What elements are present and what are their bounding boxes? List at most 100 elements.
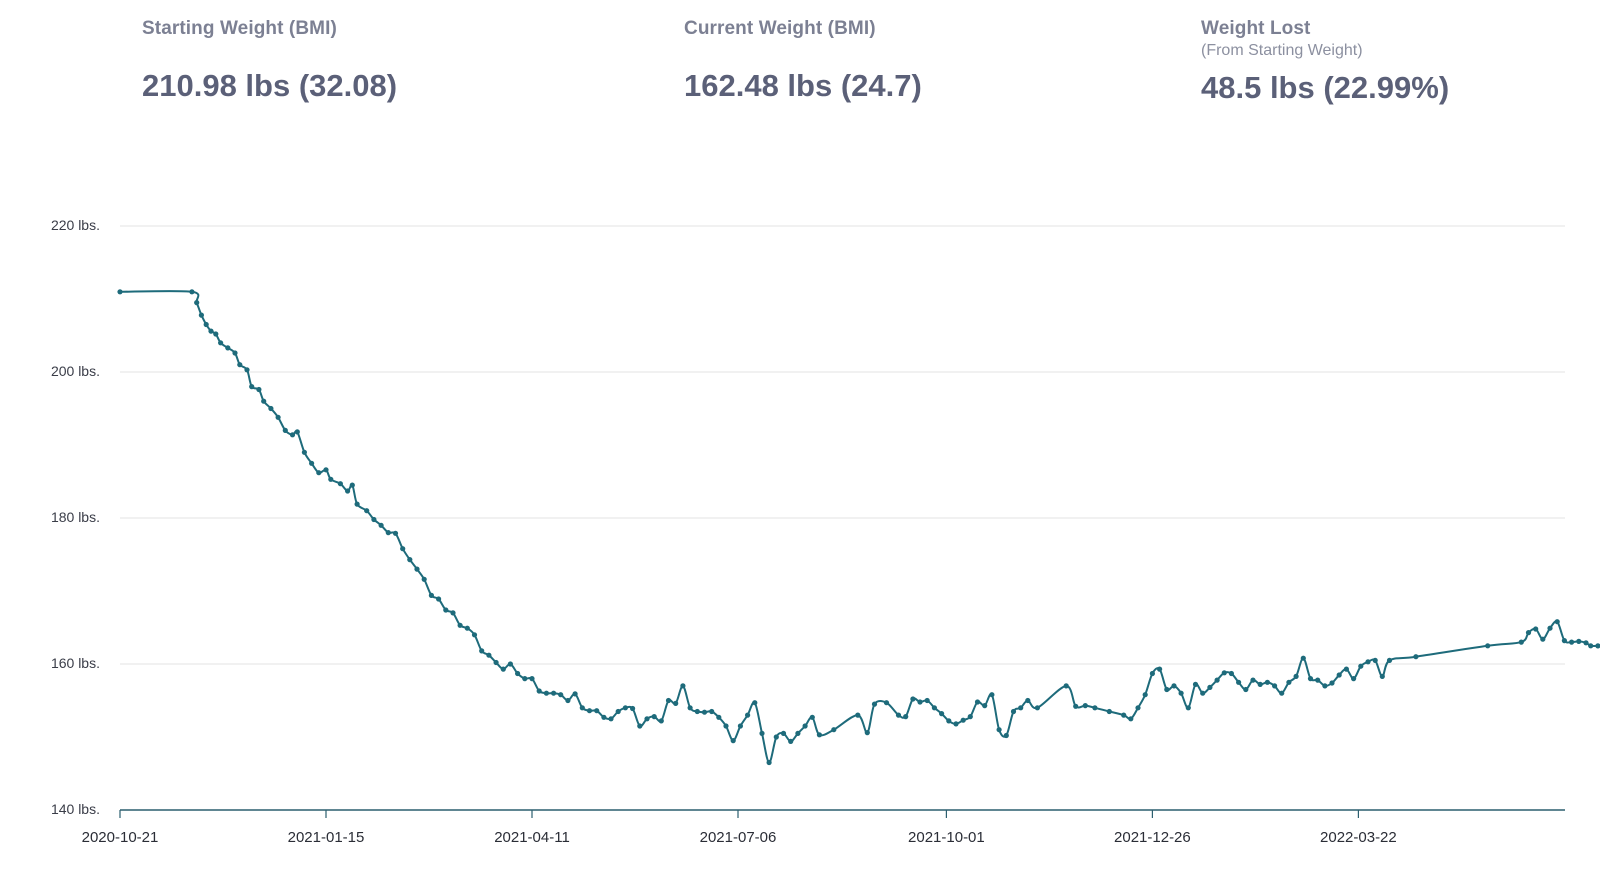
weight-point[interactable] [328, 476, 334, 482]
weight-point[interactable] [443, 607, 449, 613]
weight-point[interactable] [364, 508, 370, 514]
weight-point[interactable] [788, 738, 794, 745]
weight-point[interactable] [1106, 708, 1112, 715]
weight-point[interactable] [1343, 666, 1349, 672]
weight-point[interactable] [316, 470, 322, 476]
weight-point[interactable] [500, 666, 506, 672]
weight-point[interactable] [1221, 670, 1227, 676]
weight-point[interactable] [1322, 683, 1328, 689]
weight-point[interactable] [249, 384, 255, 390]
weight-point[interactable] [1063, 683, 1069, 689]
weight-point[interactable] [529, 676, 535, 682]
weight-point[interactable] [651, 714, 657, 720]
weight-point[interactable] [354, 501, 360, 507]
weight-point[interactable] [392, 530, 399, 536]
weight-point[interactable] [289, 432, 296, 438]
weight-point[interactable] [282, 427, 288, 433]
weight-point[interactable] [1200, 690, 1206, 696]
weight-point[interactable] [244, 367, 250, 373]
weight-point[interactable] [701, 709, 708, 715]
weight-point[interactable] [385, 530, 391, 536]
weight-point[interactable] [436, 596, 442, 602]
weight-point[interactable] [946, 718, 952, 724]
weight-point[interactable] [622, 705, 629, 711]
weight-point[interactable] [960, 717, 966, 723]
weight-point[interactable] [1336, 672, 1342, 678]
weight-point[interactable] [1286, 679, 1292, 685]
weight-point[interactable] [1583, 640, 1589, 646]
weight-point[interactable] [349, 482, 355, 488]
weight-point[interactable] [268, 405, 274, 412]
weight-point[interactable] [421, 576, 427, 582]
weight-point[interactable] [637, 723, 643, 729]
weight-point[interactable] [1157, 666, 1163, 672]
weight-point[interactable] [864, 730, 870, 736]
weight-point[interactable] [275, 414, 281, 420]
weight-point[interactable] [1178, 690, 1184, 696]
weight-point[interactable] [378, 522, 384, 528]
weight-point[interactable] [802, 723, 808, 729]
weight-point[interactable] [737, 723, 744, 729]
weight-point[interactable] [1485, 643, 1491, 649]
weight-point[interactable] [1214, 677, 1220, 683]
weight-point[interactable] [680, 683, 686, 689]
weight-point[interactable] [1003, 732, 1009, 739]
weight-point[interactable] [1073, 703, 1079, 709]
weight-point[interactable] [1329, 680, 1335, 686]
weight-point[interactable] [1121, 712, 1127, 718]
weight-point[interactable] [953, 721, 959, 727]
weight-point[interactable] [457, 622, 463, 628]
weight-point[interactable] [601, 714, 607, 720]
weight-point[interactable] [608, 716, 614, 722]
weight-point[interactable] [665, 697, 672, 704]
weight-point[interactable] [337, 481, 343, 487]
weight-point[interactable] [323, 467, 329, 473]
weight-point[interactable] [345, 488, 351, 494]
weight-point[interactable] [1082, 703, 1088, 709]
weight-point[interactable] [766, 759, 772, 766]
weight-point[interactable] [479, 648, 485, 654]
weight-point[interactable] [414, 566, 420, 572]
weight-point[interactable] [1149, 670, 1155, 677]
weight-point[interactable] [1554, 619, 1560, 625]
weight-point[interactable] [730, 738, 736, 744]
weight-point[interactable] [723, 723, 729, 729]
weight-point[interactable] [816, 732, 823, 738]
weight-point[interactable] [428, 592, 434, 599]
weight-point[interactable] [773, 734, 779, 740]
weight-point[interactable] [1386, 657, 1393, 664]
weight-point[interactable] [1315, 677, 1321, 683]
weight-point[interactable] [745, 712, 751, 718]
weight-point[interactable] [450, 610, 456, 616]
weight-point[interactable] [1135, 705, 1141, 711]
weight-point[interactable] [1025, 697, 1031, 704]
weight-point[interactable] [1413, 654, 1419, 660]
weight-point[interactable] [1300, 655, 1306, 661]
weight-point[interactable] [493, 659, 499, 666]
weight-point[interactable] [594, 708, 600, 714]
weight-point[interactable] [1228, 670, 1234, 677]
weight-point[interactable] [931, 705, 938, 711]
weight-point[interactable] [1547, 625, 1553, 631]
weight-point[interactable] [309, 460, 315, 466]
weight-point[interactable] [871, 701, 878, 707]
weight-point[interactable] [225, 345, 231, 351]
weight-point[interactable] [939, 711, 945, 717]
weight-point[interactable] [237, 362, 243, 368]
weight-point[interactable] [256, 386, 262, 393]
weight-point[interactable] [831, 727, 837, 733]
weight-point[interactable] [1185, 705, 1191, 711]
weight-point[interactable] [1525, 630, 1532, 636]
weight-point[interactable] [543, 690, 550, 696]
weight-point[interactable] [1243, 686, 1249, 693]
weight-point[interactable] [586, 708, 593, 714]
weight-point[interactable] [400, 546, 406, 552]
weight-point[interactable] [1533, 626, 1539, 632]
weight-point[interactable] [1264, 679, 1270, 685]
weight-point[interactable] [579, 705, 585, 711]
weight-point[interactable] [1595, 643, 1600, 649]
weight-point[interactable] [974, 699, 981, 705]
weight-point[interactable] [996, 727, 1002, 733]
weight-point[interactable] [630, 705, 636, 712]
weight-point[interactable] [1272, 683, 1278, 689]
